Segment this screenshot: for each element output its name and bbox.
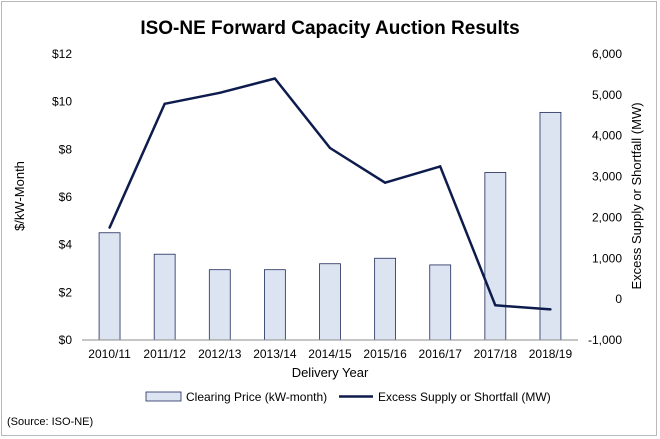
y2-tick-label: 4,000 (592, 129, 622, 143)
point-excess-supply (218, 91, 221, 95)
bar-clearing-price (208, 269, 231, 341)
chart-title: ISO-NE Forward Capacity Auction Results (140, 18, 519, 39)
y2-tick-label: 1,000 (592, 251, 622, 265)
x-tick-label: 2015/16 (363, 347, 407, 361)
point-excess-supply (549, 308, 552, 311)
legend: Clearing Price (kW-month) Excess Supply … (145, 390, 551, 404)
point-excess-supply (108, 226, 111, 229)
y2-tick-label: 5,000 (592, 88, 622, 102)
y-tick-label: $6 (59, 190, 73, 204)
x-tick-label: 2010/11 (88, 347, 131, 361)
source-note: (Source: ISO-NE) (7, 416, 94, 428)
legend-label-excess-supply: Excess Supply or Shortfall (MW) (378, 390, 551, 404)
x-tick-label: 2014/15 (308, 347, 352, 361)
x-tick-label: 2018/19 (529, 347, 573, 361)
y-tick-label: $4 (59, 238, 73, 252)
point-excess-supply (328, 146, 332, 150)
legend-swatch-clearing-price (145, 391, 182, 402)
y-axis-label: $/kW-Month (12, 161, 27, 231)
y-tick-label: $8 (59, 142, 73, 156)
legend-label-clearing-price: Clearing Price (kW-month) (186, 390, 327, 404)
x-tick-label: 2013/14 (253, 347, 297, 361)
bar-clearing-price (98, 232, 121, 341)
x-tick-label: 2012/13 (198, 347, 242, 361)
bar-clearing-price (319, 263, 341, 341)
x-tick-label: 2017/18 (474, 347, 518, 361)
bar-clearing-price (429, 264, 452, 341)
bar-clearing-price (264, 269, 286, 341)
y2-tick-label: 6,000 (592, 47, 622, 61)
y-tick-label: $12 (52, 47, 72, 61)
y2-tick-label: -1,000 (588, 333, 622, 347)
y2-tick-label: 3,000 (592, 170, 622, 184)
x-tick-label: 2011/12 (143, 347, 186, 361)
y2-axis-label: Excess Supply or Shortfall (MW) (629, 102, 644, 289)
plot-area: $0 $2 $4 $6 $8 $10 $12 -1,000 0 1,000 2,000 3,000 4,… (52, 47, 622, 361)
point-excess-supply (383, 181, 387, 184)
point-excess-supply (273, 77, 277, 80)
y-tick-label: $10 (52, 95, 72, 109)
bar-clearing-price (374, 257, 396, 341)
point-excess-supply (494, 304, 497, 307)
bar-clearing-price (539, 111, 562, 341)
y-tick-label: $0 (59, 333, 73, 347)
bar-clearing-price (153, 253, 176, 341)
x-axis-label: Delivery Year (292, 365, 369, 380)
bar-clearing-price (484, 172, 507, 341)
point-excess-supply (163, 102, 166, 106)
y-tick-label: $2 (59, 285, 73, 299)
x-tick-label: 2016/17 (419, 347, 463, 361)
point-excess-supply (439, 165, 442, 168)
y2-tick-label: 0 (615, 292, 622, 306)
y2-tick-label: 2,000 (592, 210, 622, 224)
